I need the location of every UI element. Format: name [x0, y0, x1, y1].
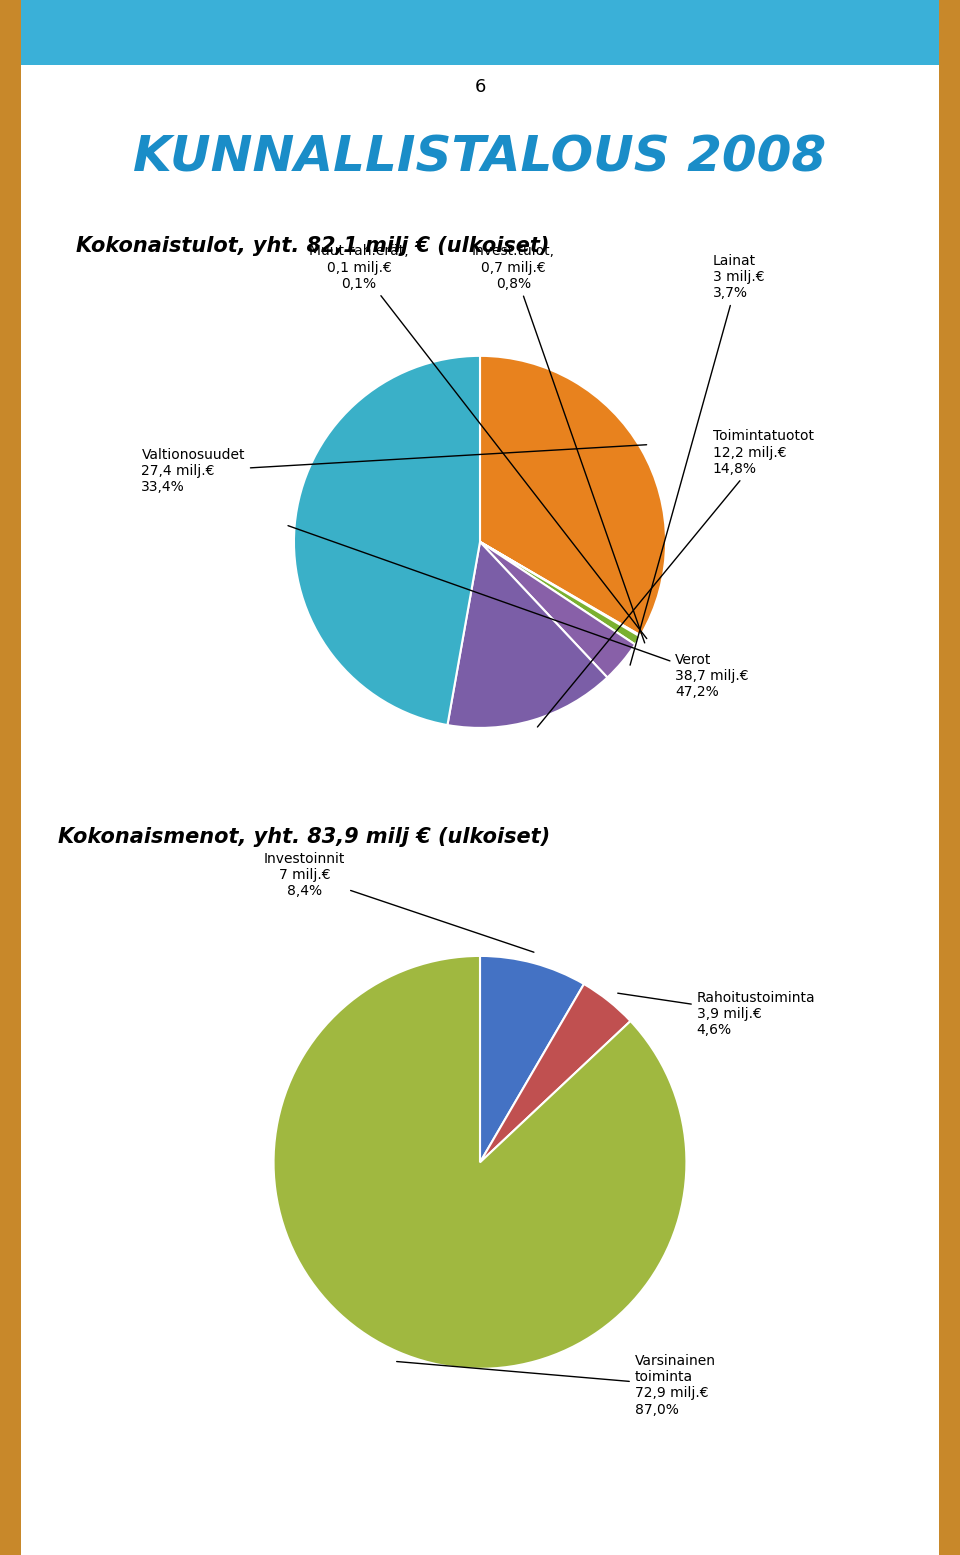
Wedge shape	[480, 541, 640, 644]
Text: Kokonaistulot, yht. 82,1 milj € (ulkoiset): Kokonaistulot, yht. 82,1 milj € (ulkoise…	[76, 236, 549, 255]
Text: Rahoitustoiminta
3,9 milj.€
4,6%: Rahoitustoiminta 3,9 milj.€ 4,6%	[617, 991, 815, 1037]
Wedge shape	[480, 984, 631, 1162]
Wedge shape	[274, 956, 686, 1368]
Wedge shape	[447, 541, 608, 728]
Text: Verot
38,7 milj.€
47,2%: Verot 38,7 milj.€ 47,2%	[288, 526, 749, 700]
Wedge shape	[480, 541, 636, 678]
Text: Toimintatuotot
12,2 milj.€
14,8%: Toimintatuotot 12,2 milj.€ 14,8%	[538, 429, 813, 728]
Text: KUNNALLISTALOUS 2008: KUNNALLISTALOUS 2008	[133, 134, 827, 180]
Wedge shape	[480, 356, 666, 636]
Wedge shape	[480, 541, 640, 636]
Text: Kokonaismenot, yht. 83,9 milj € (ulkoiset): Kokonaismenot, yht. 83,9 milj € (ulkoise…	[58, 827, 550, 846]
Text: Muut rah.erät,
0,1 milj.€
0,1%: Muut rah.erät, 0,1 milj.€ 0,1%	[309, 244, 647, 639]
Text: Lainat
3 milj.€
3,7%: Lainat 3 milj.€ 3,7%	[630, 253, 764, 666]
Text: Investoinnit
7 milj.€
8,4%: Investoinnit 7 milj.€ 8,4%	[264, 852, 534, 952]
Text: Valtionosuudet
27,4 milj.€
33,4%: Valtionosuudet 27,4 milj.€ 33,4%	[141, 445, 647, 494]
Text: Varsinainen
toiminta
72,9 milj.€
87,0%: Varsinainen toiminta 72,9 milj.€ 87,0%	[396, 1354, 716, 1417]
Text: Invest.tulot,
0,7 milj.€
0,8%: Invest.tulot, 0,7 milj.€ 0,8%	[472, 244, 645, 642]
Wedge shape	[480, 956, 584, 1162]
Wedge shape	[294, 356, 480, 725]
Text: 6: 6	[474, 78, 486, 96]
